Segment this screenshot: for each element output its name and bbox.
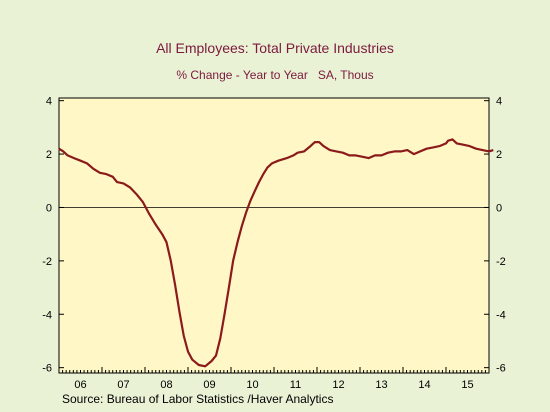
x-tick-label: 06 (74, 379, 86, 391)
y-tick-label-right: 2 (496, 149, 502, 161)
y-tick-label-left: -6 (42, 363, 52, 375)
y-tick-label-left: -2 (42, 256, 52, 268)
y-tick-label-right: -4 (496, 309, 506, 321)
y-tick-label-right: 4 (496, 96, 502, 108)
y-tick-label-left: 2 (46, 149, 52, 161)
chart-title: All Employees: Total Private Industries (156, 40, 394, 56)
source-note: Source: Bureau of Labor Statistics /Have… (62, 392, 334, 406)
x-tick-label: 11 (290, 379, 301, 391)
chart-subtitle: % Change - Year to Year SA, Thous (176, 68, 374, 82)
series-line (58, 138, 494, 368)
x-tick-label: 13 (375, 379, 387, 391)
y-tick-label-left: -4 (42, 309, 52, 321)
x-tick-label: 12 (332, 379, 344, 391)
y-tick-label-right: -2 (496, 256, 506, 268)
x-tick-label: 08 (160, 379, 172, 391)
x-tick-label: 07 (117, 379, 129, 391)
y-tick-label-left: 4 (46, 96, 52, 108)
x-tick-label: 09 (203, 379, 215, 391)
y-tick-label-right: 0 (496, 202, 502, 214)
x-tick-label: 10 (246, 379, 258, 391)
plot-area (58, 97, 490, 374)
y-tick-label-left: 0 (46, 202, 52, 214)
x-tick-label: 14 (418, 379, 430, 391)
x-tick-label: 15 (461, 379, 473, 391)
y-tick-label-right: -6 (496, 363, 506, 375)
